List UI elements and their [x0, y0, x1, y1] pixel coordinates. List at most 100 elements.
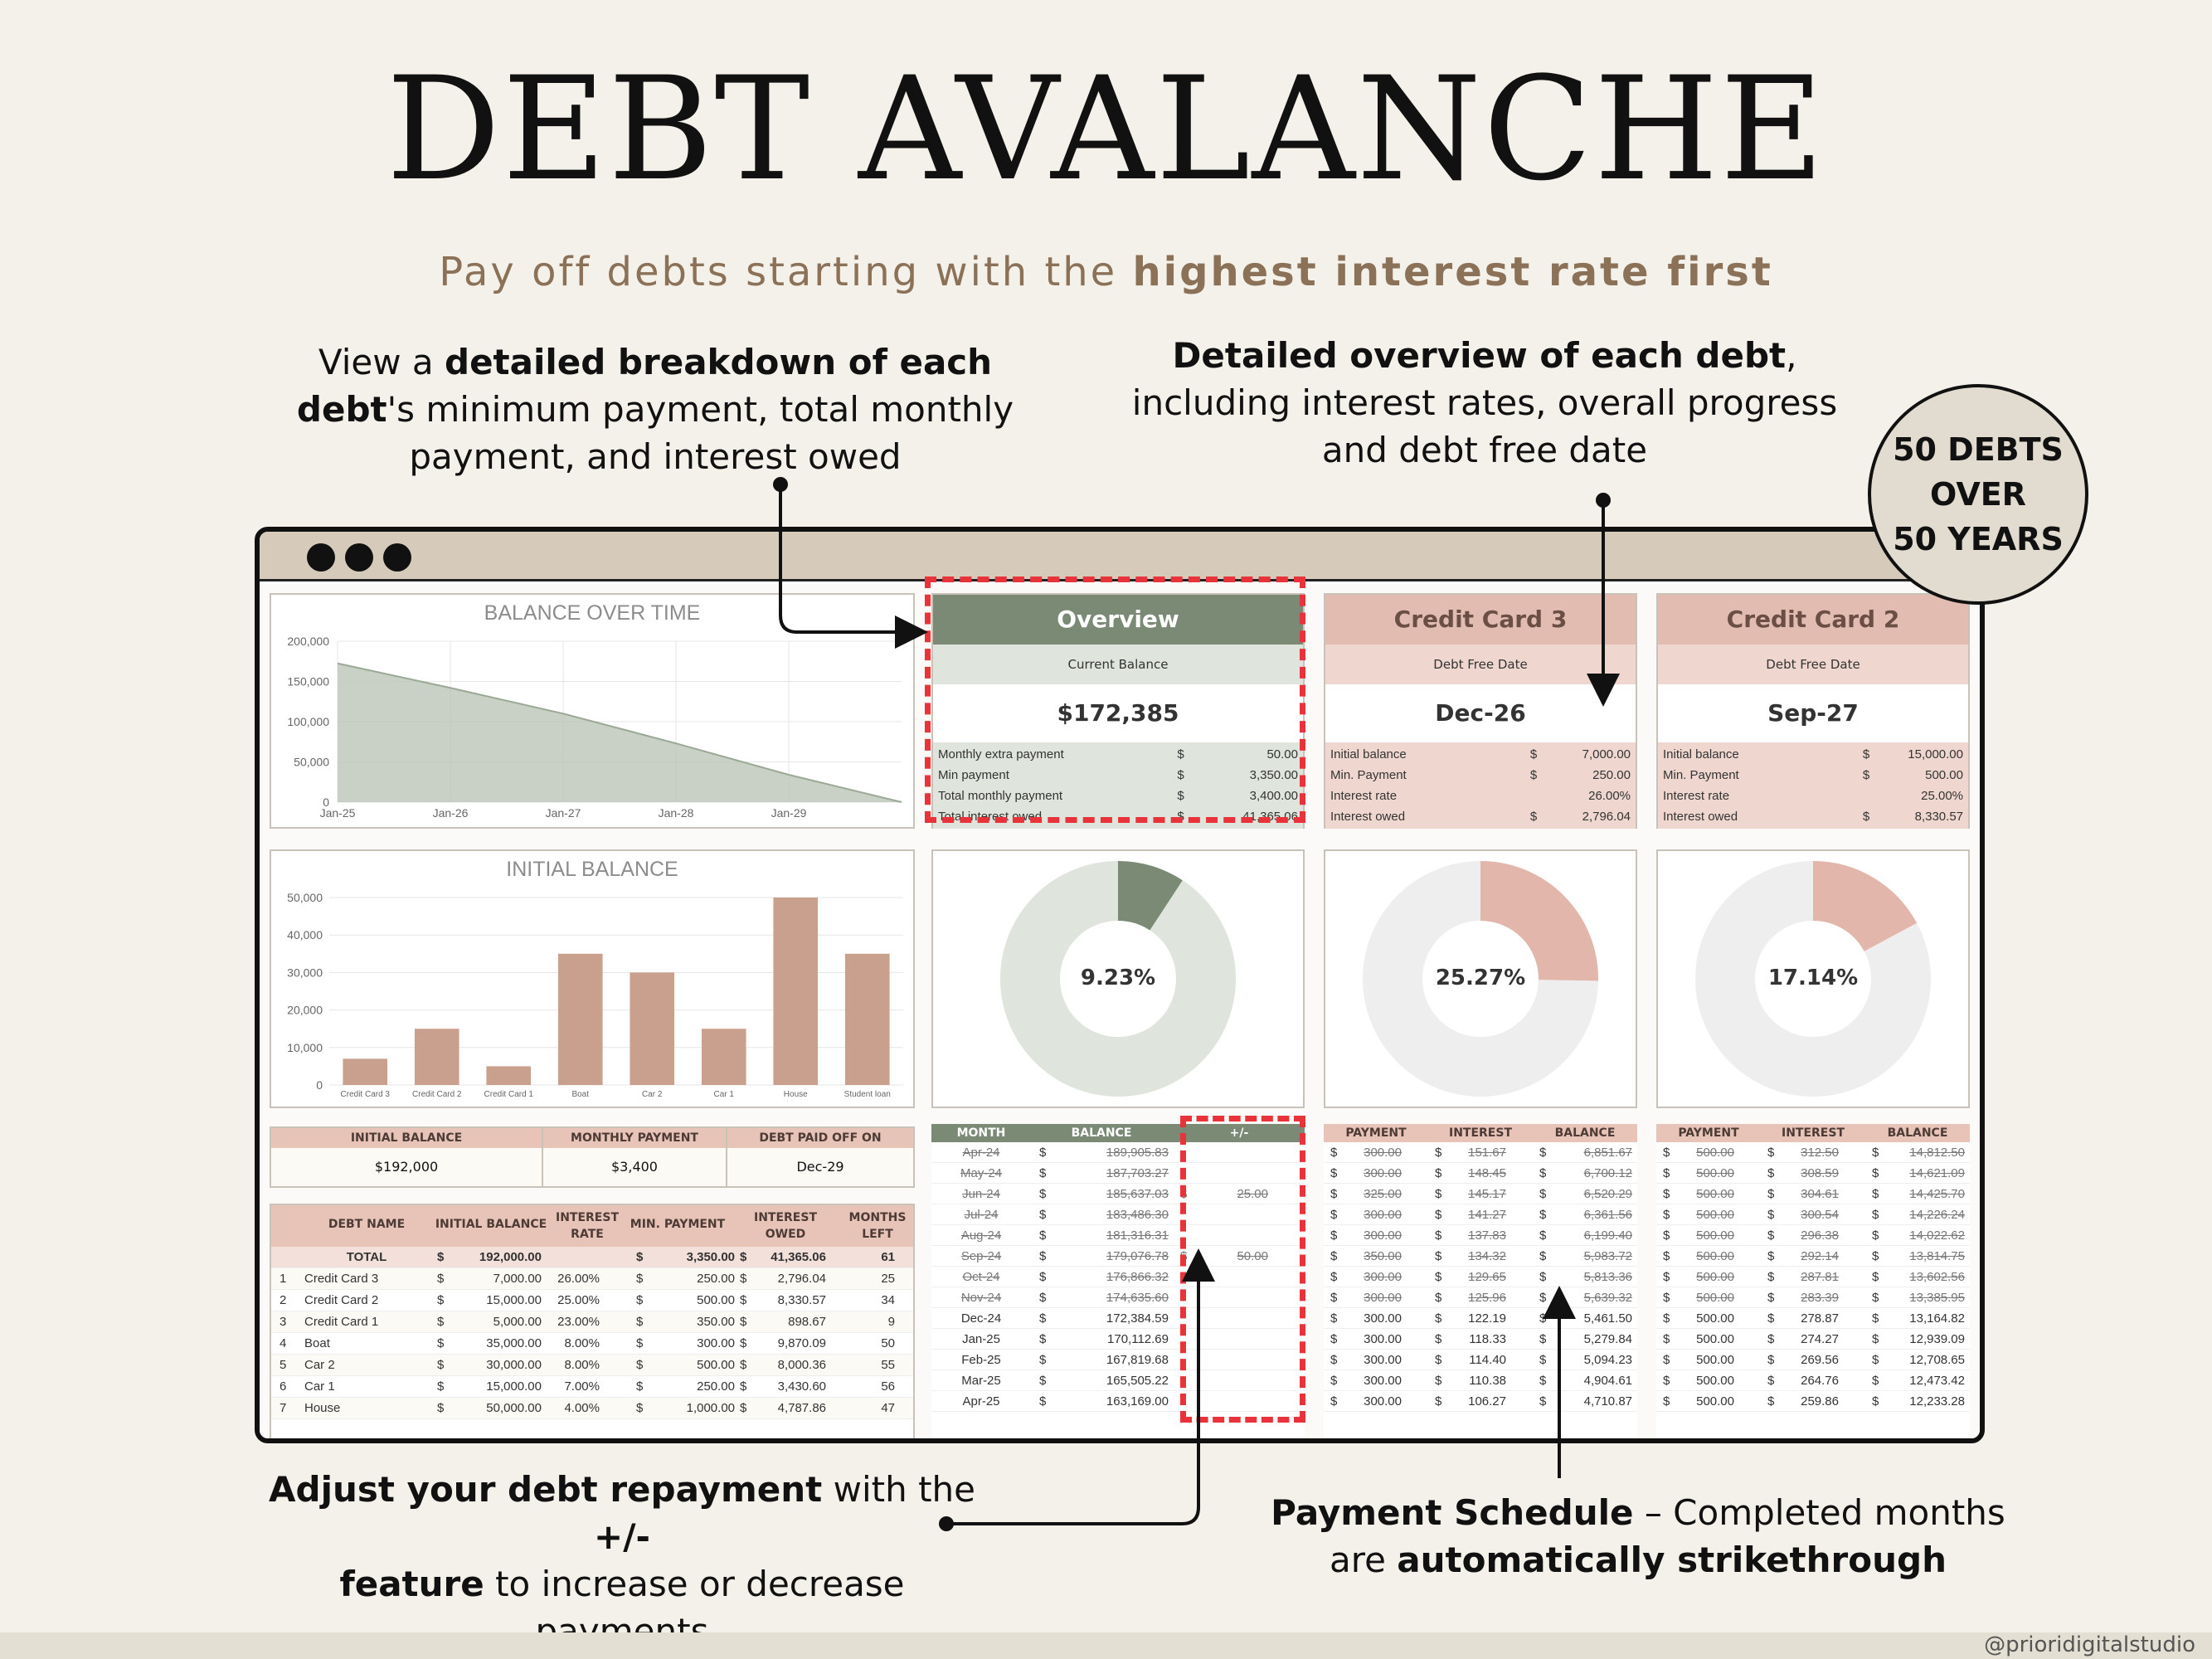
- debts-badge: 50 DEBTS OVER 50 YEARS: [1868, 384, 2088, 605]
- detail-label: Monthly extra payment: [938, 747, 1064, 761]
- table-cell: 114.40: [1469, 1353, 1506, 1367]
- window-dot-icon[interactable]: [307, 543, 335, 572]
- table-row: $300.00 $148.45 $6,700.12: [1324, 1163, 1637, 1184]
- detail-row: Monthly extra payment $50.00: [933, 744, 1303, 765]
- window-dot-icon[interactable]: [345, 543, 373, 572]
- currency-symbol: $: [1539, 1249, 1547, 1263]
- table-row[interactable]: 3 Credit Card 1 $5,000.00 23.00% $350.00 $898…: [271, 1311, 913, 1333]
- detail-label: Min. Payment: [1330, 768, 1407, 782]
- table-cell: 500.00: [1696, 1208, 1734, 1222]
- table-cell: 500.00: [1696, 1166, 1734, 1180]
- currency-symbol: $: [1767, 1270, 1775, 1284]
- y-tick-label: 50,000: [294, 756, 329, 769]
- y-tick-label: 20,000: [287, 1004, 323, 1017]
- table-cell: 500.00: [697, 1293, 735, 1307]
- x-tick-label: Credit Card 3: [341, 1090, 391, 1099]
- currency-symbol: $: [1039, 1353, 1047, 1367]
- detail-row: Min. Payment $500.00: [1658, 765, 1968, 786]
- table-cell: 151.67: [1468, 1146, 1506, 1160]
- table-cell: 12,473.42: [1909, 1374, 1965, 1388]
- table-cell: 300.00: [1364, 1166, 1402, 1180]
- currency-symbol: $: [1539, 1166, 1547, 1180]
- table-cell: 300.00: [1364, 1394, 1402, 1408]
- table-cell: 30,000.00: [486, 1358, 542, 1372]
- table-cell: $: [740, 1293, 747, 1307]
- detail-value: 250.00: [1592, 768, 1631, 782]
- table-cell: 3: [280, 1315, 287, 1329]
- table-cell: 9: [887, 1315, 895, 1329]
- currency-symbol: $: [1435, 1394, 1442, 1408]
- currency-symbol: $: [1872, 1332, 1879, 1346]
- table-cell: 898.67: [788, 1315, 826, 1329]
- table-cell: 500.00: [1696, 1187, 1734, 1201]
- callout-bold: feature: [339, 1564, 484, 1604]
- bar: [486, 1066, 532, 1085]
- table-cell: $: [740, 1315, 747, 1329]
- table-row[interactable]: 4 Boat $35,000.00 8.00% $300.00 $9,870.09 50: [271, 1333, 913, 1355]
- callout-bold: Adjust your debt repayment: [269, 1469, 823, 1510]
- detail-row: Initial balance $15,000.00: [1658, 744, 1968, 765]
- currency-symbol: $: [1663, 1249, 1670, 1263]
- table-row: $500.00 $274.27 $12,939.09: [1656, 1329, 1970, 1350]
- summary-header: INITIAL BALANCE: [271, 1128, 542, 1148]
- credit-card-3-card: Credit Card 3 Debt Free Date Dec-26 Init…: [1324, 593, 1637, 829]
- adjustment-input[interactable]: 50.00: [1237, 1249, 1268, 1263]
- table-cell: $: [740, 1401, 747, 1415]
- table-cell: $: [437, 1401, 445, 1415]
- table-cell: 1: [280, 1272, 287, 1286]
- table-cell: 259.86: [1801, 1394, 1839, 1408]
- currency-symbol: $: [1767, 1374, 1775, 1388]
- divider: [726, 1128, 727, 1186]
- x-tick-label: Jan-26: [433, 806, 469, 820]
- table-cell: 500.00: [1696, 1353, 1734, 1367]
- balance-cell: 185,637.03: [1106, 1187, 1169, 1201]
- badge-line: 50 DEBTS: [1893, 431, 2064, 468]
- currency-symbol: $: [1435, 1332, 1442, 1346]
- table-cell: 5: [280, 1358, 287, 1372]
- total-row[interactable]: TOTAL $192,000.00 $3,350.00 $41,365.06 61: [271, 1247, 913, 1268]
- table-row[interactable]: 7 House $50,000.00 4.00% $1,000.00 $4,787.86 4…: [271, 1398, 913, 1419]
- table-row[interactable]: 2 Credit Card 2 $15,000.00 25.00% $500.00 $8,…: [271, 1290, 913, 1311]
- table-cell: 14,226.24: [1909, 1208, 1965, 1222]
- currency-symbol: $: [1872, 1166, 1879, 1180]
- table-cell: 134.32: [1468, 1249, 1506, 1263]
- detail-row: Interest owed $2,796.04: [1325, 806, 1636, 827]
- currency-symbol: $: [1767, 1187, 1775, 1201]
- table-cell: 3,430.60: [777, 1379, 826, 1394]
- table-cell: 122.19: [1468, 1311, 1506, 1326]
- currency-symbol: $: [1330, 1166, 1338, 1180]
- currency-symbol: $: [1330, 1146, 1338, 1160]
- y-tick-label: 0: [323, 795, 329, 809]
- x-tick-label: Car 1: [714, 1090, 735, 1099]
- callout-text: including interest rates, overall progre…: [1131, 382, 1838, 423]
- table-row[interactable]: 5 Car 2 $30,000.00 8.00% $500.00 $8,000.36 55: [271, 1355, 913, 1376]
- window-dot-icon[interactable]: [383, 543, 411, 572]
- bar: [773, 898, 819, 1085]
- currency-symbol: $: [1663, 1311, 1670, 1326]
- currency-symbol: $: [1663, 1166, 1670, 1180]
- table-cell: $: [437, 1358, 445, 1372]
- table-cell: $: [740, 1250, 747, 1264]
- x-tick-label: Credit Card 1: [484, 1090, 534, 1099]
- adjustment-input[interactable]: 25.00: [1237, 1187, 1268, 1201]
- table-cell: 300.00: [1364, 1374, 1402, 1388]
- currency-symbol: $: [1435, 1208, 1442, 1222]
- table-row[interactable]: 6 Car 1 $15,000.00 7.00% $250.00 $3,430.60 56: [271, 1376, 913, 1398]
- table-cell: 5,000.00: [493, 1315, 542, 1329]
- table-row[interactable]: 1 Credit Card 3 $7,000.00 26.00% $250.00 $2,7…: [271, 1268, 913, 1290]
- callout-text: 's minimum payment, total monthly: [386, 389, 1014, 430]
- column-header: INTEREST OWED: [753, 1211, 817, 1241]
- table-cell: 34: [881, 1293, 895, 1307]
- table-cell: $: [740, 1379, 747, 1394]
- currency-symbol: $: [1663, 1332, 1670, 1346]
- currency-symbol: $: [1767, 1146, 1775, 1160]
- table-cell: $: [437, 1293, 445, 1307]
- currency-symbol: $: [1663, 1374, 1670, 1388]
- month-cell: Nov-24: [960, 1291, 1002, 1305]
- table-row: $300.00 $114.40 $5,094.23: [1324, 1350, 1637, 1370]
- table-cell: 500.00: [1696, 1374, 1734, 1388]
- table-row: Oct-24 $176,866.32: [931, 1267, 1305, 1287]
- summary-header: MONTHLY PAYMENT: [543, 1128, 726, 1148]
- detail-label: Interest rate: [1663, 789, 1730, 803]
